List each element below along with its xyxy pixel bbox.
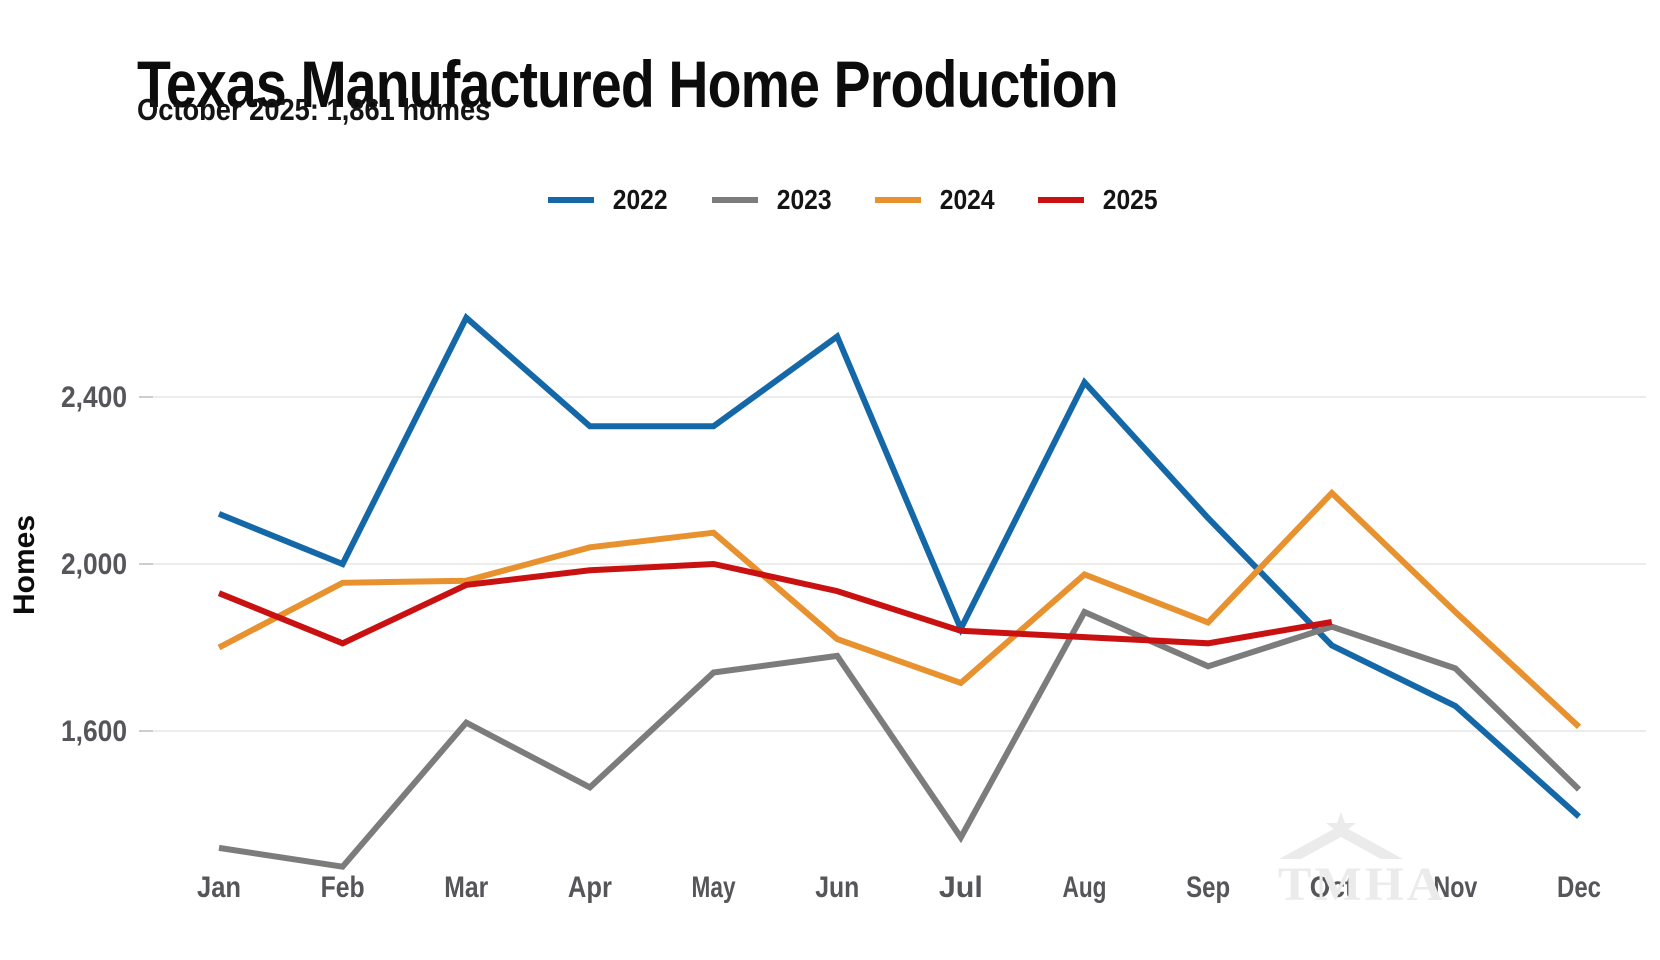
series-line-2024 — [217, 488, 1582, 729]
y-axis-title: Homes — [8, 515, 41, 615]
xtick-label-mar: Mar — [444, 871, 488, 904]
xtick-label-sep: Sep — [1186, 871, 1230, 904]
legend-label-2022: 2022 — [613, 184, 668, 215]
watermark-roof-icon — [1279, 825, 1403, 859]
xtick-label-jun: Jun — [815, 871, 859, 904]
legend-swatch-2023 — [711, 197, 758, 203]
legend-label-2024: 2024 — [939, 184, 995, 215]
xtick-label-feb: Feb — [321, 871, 365, 904]
legend-item-2022: 2022 — [548, 184, 671, 216]
legend-swatch-2022 — [548, 197, 595, 203]
chart-legend: 2022 2023 2024 2025 — [150, 184, 1560, 216]
xtick-label-dec: Dec — [1557, 871, 1601, 904]
legend-swatch-2024 — [875, 197, 921, 203]
page-title: Texas Manufactured Home Production — [137, 47, 1119, 122]
series-line-2022 — [217, 312, 1582, 819]
series-line-2025 — [217, 560, 1333, 647]
ytick-label-2,400: 2,400 — [61, 381, 127, 414]
series-line-2023 — [218, 608, 1582, 870]
watermark-text: TMHA — [1278, 858, 1446, 911]
legend-label-2023: 2023 — [776, 184, 832, 215]
legend-item-2023: 2023 — [711, 184, 835, 216]
xtick-label-aug: Aug — [1062, 871, 1106, 904]
tmha-watermark-logo: TMHA — [1278, 812, 1446, 911]
xtick-label-jul: Jul — [939, 871, 983, 904]
xtick-label-oct: Oct — [1310, 871, 1354, 904]
xtick-label-may: May — [692, 871, 736, 904]
xtick-label-nov: Nov — [1433, 871, 1477, 904]
legend-swatch-2025 — [1038, 197, 1085, 203]
chart-subtitle: October 2025: 1,861 homes — [137, 92, 491, 127]
ytick-label-1,600: 1,600 — [61, 715, 127, 748]
legend-label-2025: 2025 — [1103, 184, 1158, 215]
legend-item-2025: 2025 — [1038, 184, 1161, 216]
legend-item-2024: 2024 — [875, 184, 998, 216]
ytick-label-2,000: 2,000 — [61, 548, 127, 581]
xtick-label-apr: Apr — [568, 871, 612, 904]
xtick-label-jan: Jan — [197, 871, 241, 904]
